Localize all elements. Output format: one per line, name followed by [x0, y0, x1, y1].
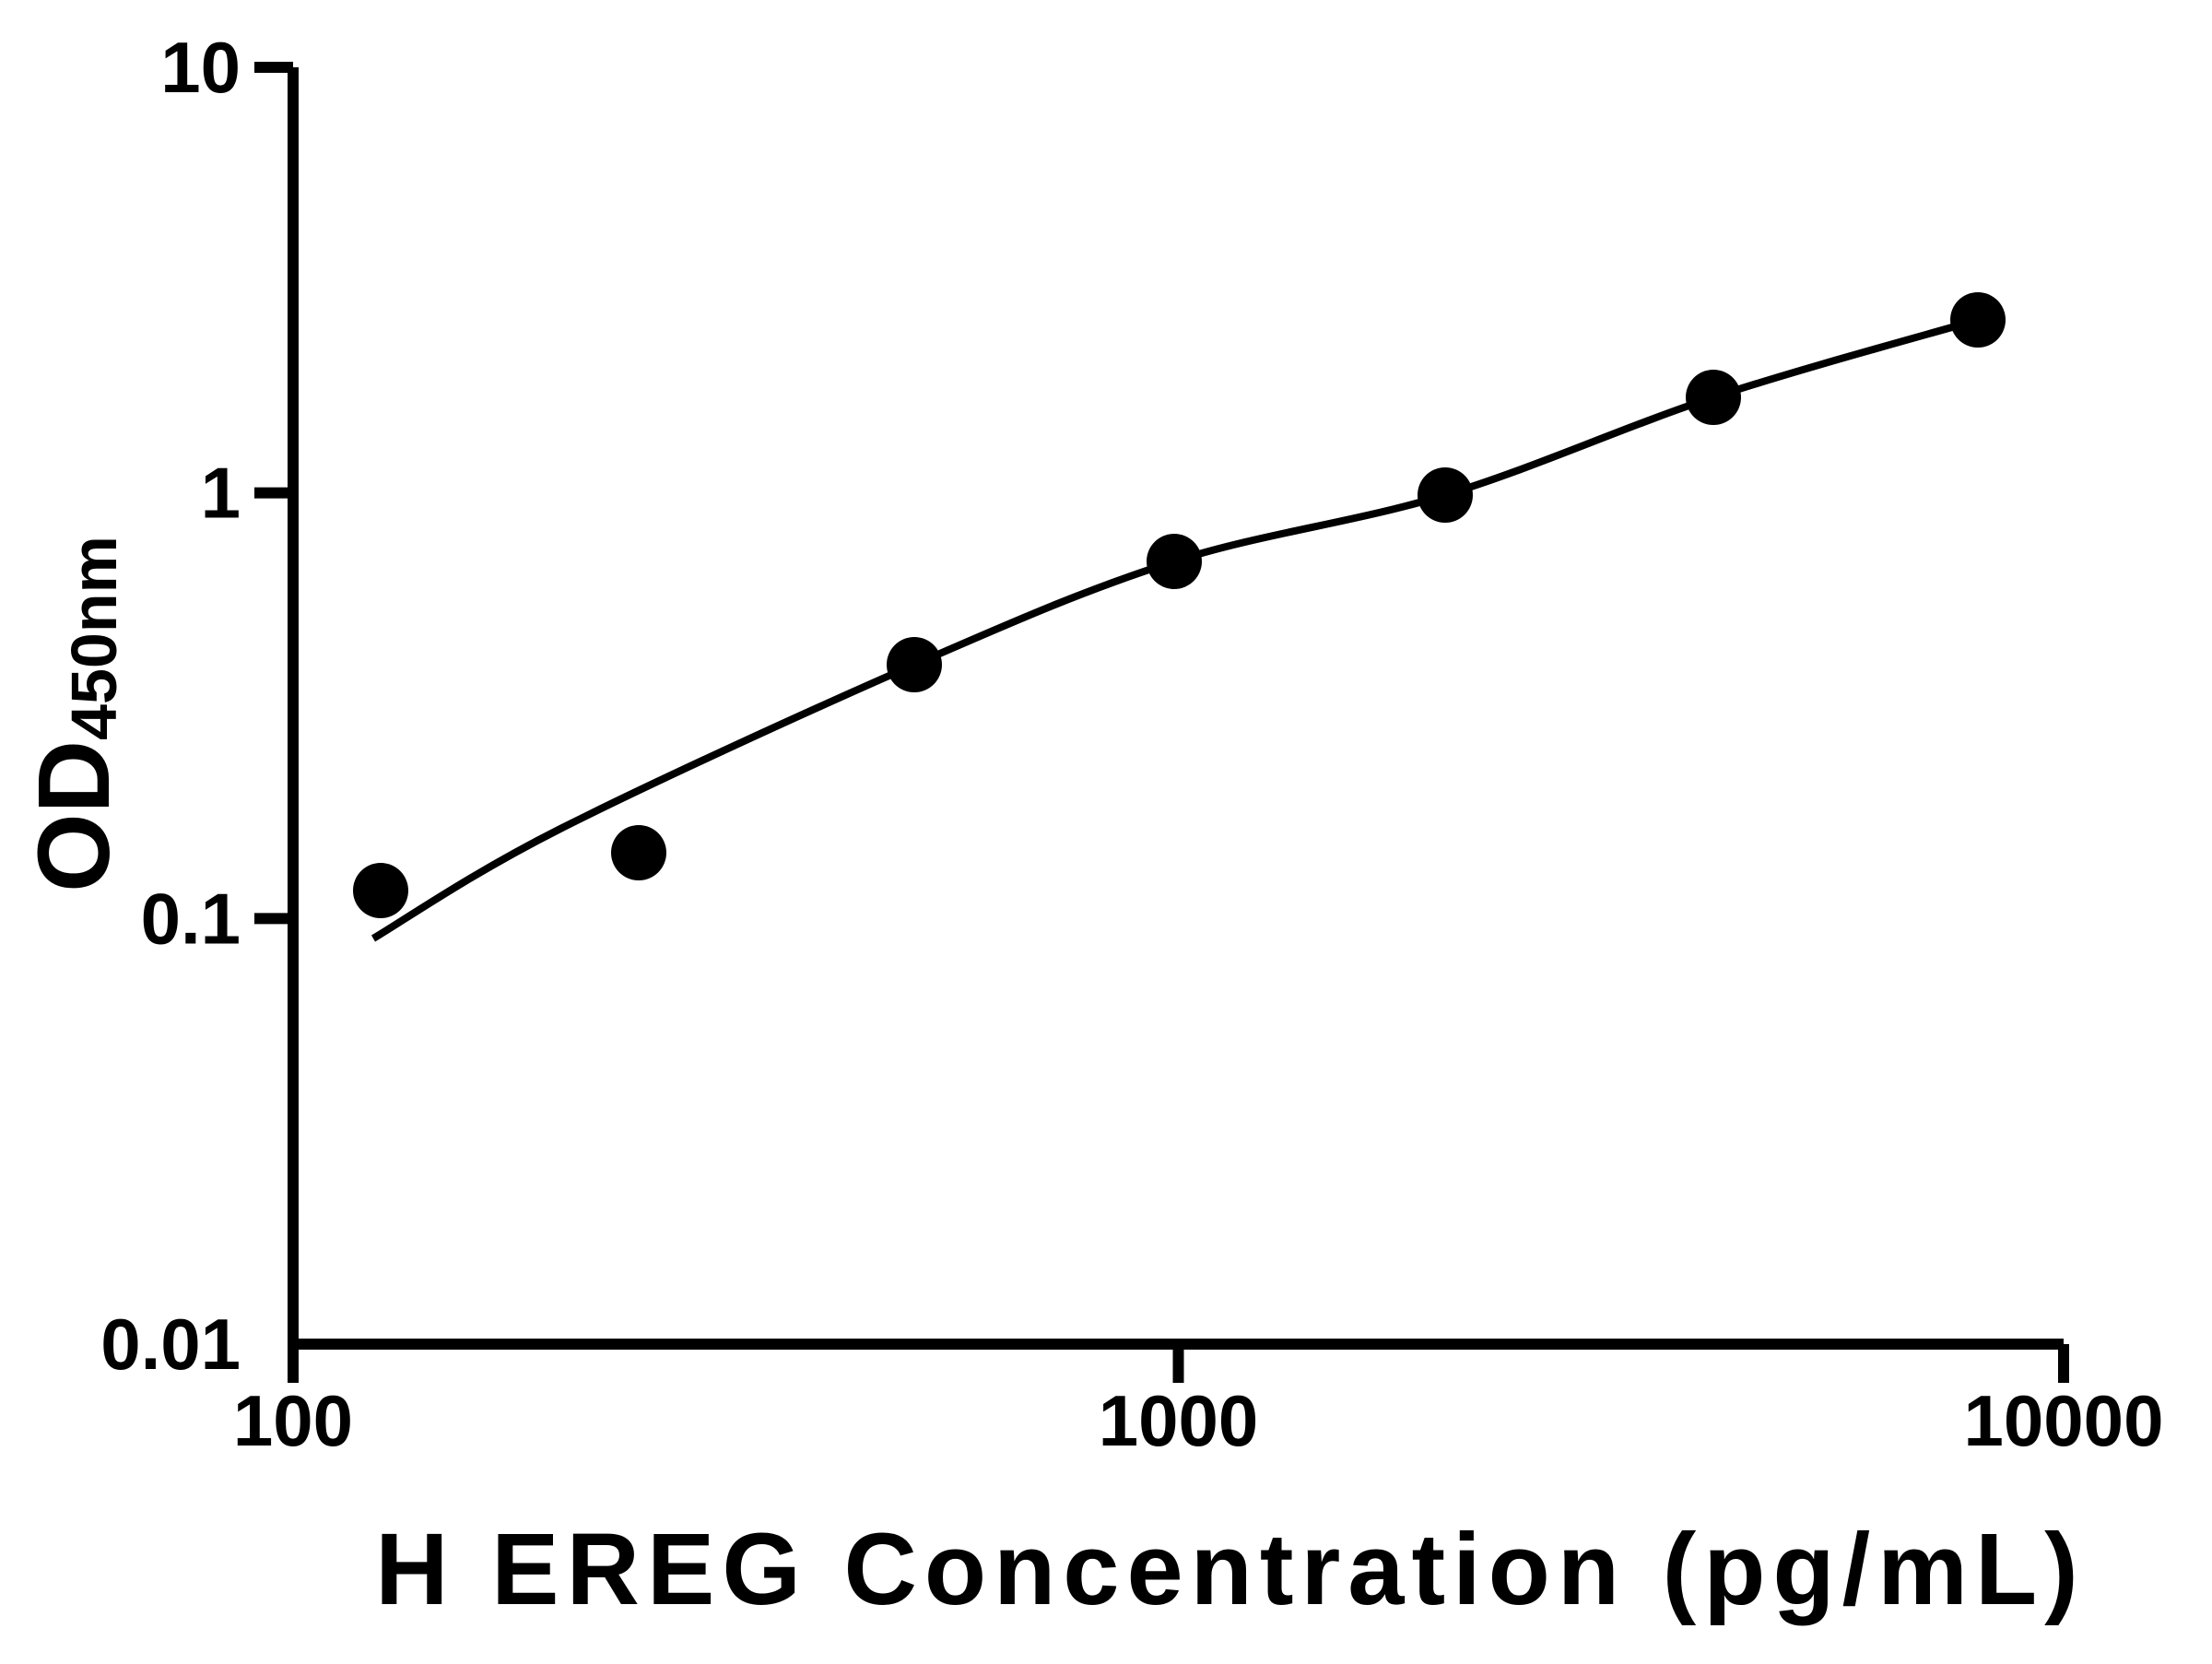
svg-text:10000: 10000 [1964, 1380, 2164, 1461]
svg-text:H EREG Concentration (pg/mL): H EREG Concentration (pg/mL) [375, 1513, 2086, 1626]
svg-text:0.01: 0.01 [100, 1304, 241, 1385]
svg-text:1000: 1000 [1099, 1380, 1259, 1461]
svg-text:10: 10 [160, 27, 241, 108]
svg-text:1: 1 [201, 453, 241, 534]
svg-text:0.1: 0.1 [141, 878, 241, 959]
svg-text:100: 100 [233, 1380, 353, 1461]
